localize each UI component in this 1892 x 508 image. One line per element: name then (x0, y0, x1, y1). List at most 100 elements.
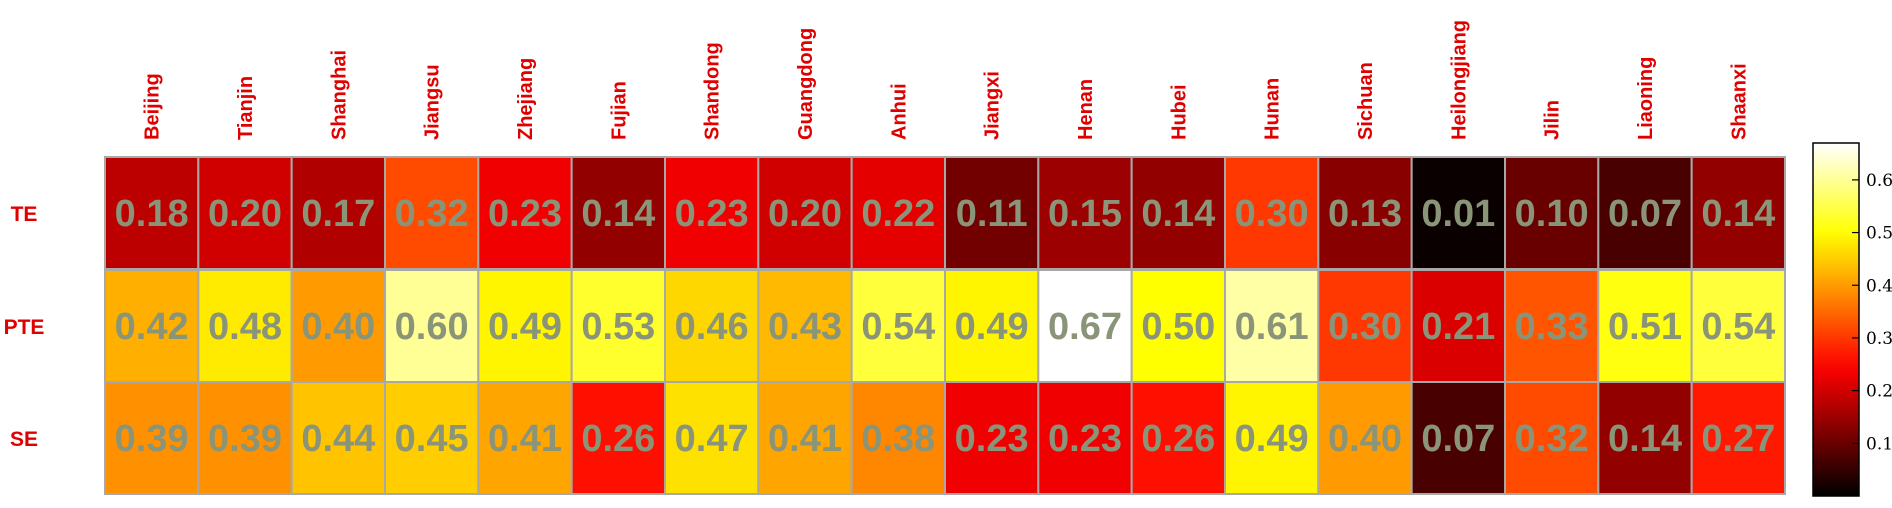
cell-value: 0.30 (1235, 193, 1309, 235)
heatmap-cell (1037, 269, 1133, 383)
cell-value: 0.14 (1701, 193, 1775, 235)
heatmap-cell (757, 156, 853, 270)
cell-value: 0.32 (395, 193, 469, 235)
heatmap-cell (290, 156, 386, 270)
cell-value: 0.54 (861, 306, 935, 348)
heatmap-cells (104, 156, 1786, 495)
heatmap-cell (104, 156, 200, 270)
cell-value: 0.32 (1515, 418, 1589, 460)
cell-value: 0.33 (1515, 306, 1589, 348)
column-label: Jiangxi (982, 71, 1004, 140)
heatmap-cell (570, 381, 667, 495)
heatmap-cell (1317, 381, 1413, 495)
cell-value: 0.47 (675, 418, 749, 460)
column-label: Guangdong (795, 28, 817, 140)
cell-value: 0.53 (581, 306, 655, 348)
column-label: Liaoning (1635, 57, 1657, 140)
heatmap-cell (1130, 381, 1226, 495)
cell-value: 0.61 (1235, 306, 1309, 348)
cell-value: 0.67 (1048, 306, 1122, 348)
column-label: Tianjin (235, 76, 257, 140)
colorbar-tick-label: 0.1 (1866, 434, 1892, 454)
heatmap-cell (290, 381, 386, 495)
cell-value: 0.50 (1141, 306, 1215, 348)
heatmap-cell (197, 381, 293, 495)
colorbar-tick-label: 0.4 (1866, 276, 1892, 296)
heatmap-cell (850, 381, 947, 495)
cell-value: 0.41 (488, 418, 562, 460)
heatmap-cell (1037, 381, 1133, 495)
heatmap-cell (104, 381, 200, 495)
cell-value: 0.07 (1421, 418, 1495, 460)
colorbar-tick-label: 0.3 (1866, 329, 1892, 349)
cell-value: 0.38 (861, 418, 935, 460)
cell-value: 0.20 (208, 193, 282, 235)
cell-value: 0.14 (1608, 418, 1682, 460)
colorbar-ticks: 0.1 0.2 0.3 0.4 0.5 0.6 (1852, 171, 1892, 454)
cell-value: 0.10 (1515, 193, 1589, 235)
heatmap-cell (384, 269, 480, 383)
cell-value: 0.23 (488, 193, 562, 235)
cell-value: 0.44 (301, 418, 375, 460)
colorbar-tick-label: 0.2 (1866, 382, 1892, 402)
cell-value: 0.39 (208, 418, 282, 460)
heatmap-cell (944, 381, 1040, 495)
cell-value: 0.01 (1421, 193, 1495, 235)
column-label: Henan (1075, 79, 1097, 140)
heatmap-cell (1597, 381, 1693, 495)
row-labels: TE PTE SE (4, 203, 45, 451)
column-label: Anhui (888, 83, 910, 140)
cell-value: 0.49 (1235, 418, 1309, 460)
heatmap-cell (1597, 156, 1693, 270)
column-label: Heilongjiang (1448, 20, 1470, 140)
column-labels: Beijing Tianjin Shanghai Jiangsu Zhejiang Fuj… (142, 20, 1751, 140)
colorbar-gradient (1812, 142, 1860, 497)
row-label-pte: PTE (4, 316, 45, 339)
heatmap-cell (1130, 156, 1226, 270)
colorbar-tick-label: 0.5 (1866, 224, 1892, 244)
heatmap-cell (944, 269, 1040, 383)
cell-value: 0.23 (955, 418, 1029, 460)
colorbar: 0.1 0.2 0.3 0.4 0.5 0.6 (1812, 142, 1892, 497)
heatmap-cell (197, 156, 293, 270)
column-label: Shandong (702, 42, 724, 140)
row-label-te: TE (11, 203, 38, 226)
heatmap-cell (290, 269, 386, 383)
cell-value: 0.23 (1048, 418, 1122, 460)
cell-value: 0.07 (1608, 193, 1682, 235)
heatmap-cell (1690, 269, 1786, 383)
cell-value: 0.60 (395, 306, 469, 348)
heatmap-cell (1410, 381, 1506, 495)
heatmap-cell (477, 381, 573, 495)
heatmap-cell (104, 269, 200, 383)
cell-value: 0.49 (488, 306, 562, 348)
heatmap-cell (1690, 381, 1786, 495)
cell-value: 0.46 (675, 306, 749, 348)
cell-value: 0.48 (208, 306, 282, 348)
column-label: Shaanxi (1728, 63, 1750, 140)
cell-value: 0.41 (768, 418, 842, 460)
heatmap-cell (384, 381, 480, 495)
row-label-se: SE (10, 428, 38, 451)
cell-value: 0.13 (1328, 193, 1402, 235)
cell-value: 0.43 (768, 306, 842, 348)
column-label: Hubei (1168, 84, 1190, 140)
heatmap-cell (570, 156, 667, 270)
cell-value: 0.18 (115, 193, 189, 235)
cell-value: 0.21 (1421, 306, 1495, 348)
column-label: Hunan (1262, 78, 1284, 140)
cell-value: 0.39 (115, 418, 189, 460)
heatmap-cell (1317, 156, 1413, 270)
cell-value: 0.15 (1048, 193, 1122, 235)
column-label: Jilin (1542, 100, 1564, 140)
heatmap-cell (1690, 156, 1786, 270)
cell-value: 0.54 (1701, 306, 1775, 348)
cell-value: 0.40 (1328, 418, 1402, 460)
heatmap-cell (944, 156, 1040, 270)
cell-value: 0.14 (1141, 193, 1215, 235)
column-label: Shanghai (328, 50, 350, 140)
cell-value: 0.45 (395, 418, 469, 460)
column-label: Beijing (142, 73, 164, 140)
cell-value: 0.20 (768, 193, 842, 235)
